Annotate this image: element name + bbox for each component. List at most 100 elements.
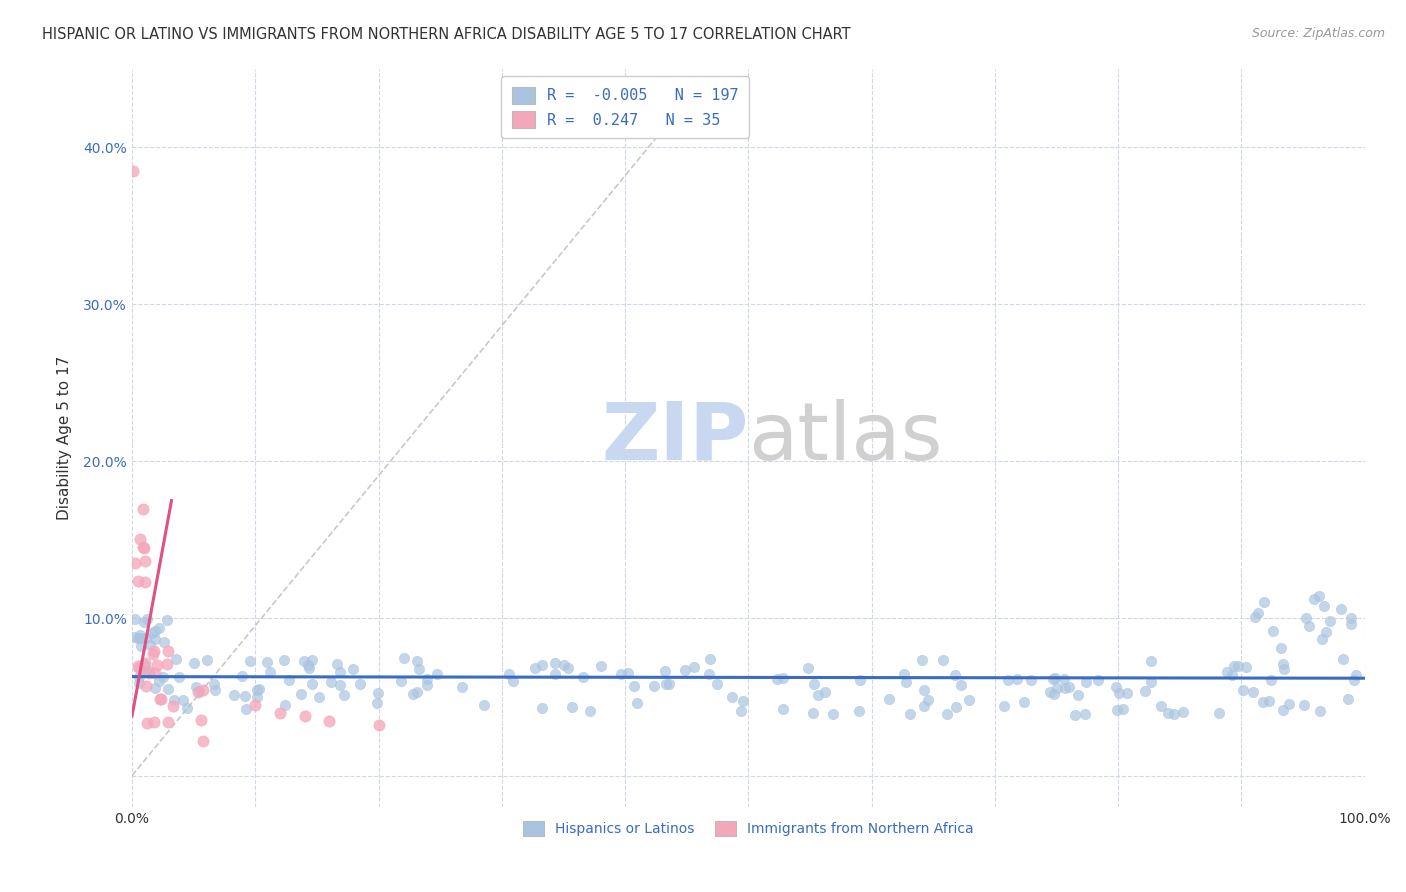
Point [143,644,166,658]
Point [898,706,921,721]
Point [1308,589,1330,603]
Point [143,681,166,696]
Point [187,684,209,698]
Point [132,540,155,554]
Point [136,715,159,730]
Point [796,661,818,675]
Point [1223,659,1246,673]
Point [138,664,160,678]
Point [1057,681,1080,695]
Point [134,554,156,568]
Point [153,634,176,648]
Point [165,652,187,666]
Point [235,702,257,716]
Point [128,661,150,675]
Point [1337,691,1360,706]
Point [1019,673,1042,687]
Point [134,541,156,556]
Point [297,658,319,673]
Point [543,656,565,670]
Point [1139,654,1161,668]
Point [997,673,1019,687]
Point [143,632,166,646]
Point [730,704,752,718]
Point [127,631,149,645]
Point [124,612,146,626]
Point [877,692,900,706]
Point [801,706,824,720]
Point [195,653,218,667]
Point [932,653,955,667]
Point [333,689,356,703]
Point [1310,632,1333,646]
Point [246,682,269,697]
Point [146,657,169,672]
Point [389,674,412,689]
Point [367,718,389,732]
Point [156,613,179,627]
Point [135,631,157,645]
Point [408,662,430,676]
Point [1331,652,1354,666]
Point [523,661,546,675]
Point [277,673,299,687]
Point [1260,673,1282,687]
Point [1133,683,1156,698]
Point [1309,704,1331,718]
Point [1330,602,1353,616]
Point [141,626,163,640]
Point [191,682,214,697]
Point [1014,694,1036,708]
Point [298,661,321,675]
Point [406,654,429,668]
Point [616,666,638,681]
Point [1163,707,1185,722]
Point [269,706,291,720]
Point [1272,703,1295,717]
Point [1157,706,1180,721]
Point [129,532,152,546]
Point [1171,705,1194,719]
Text: atlas: atlas [748,399,943,477]
Text: ZIP: ZIP [602,399,748,477]
Point [893,666,915,681]
Point [246,690,269,704]
Point [138,638,160,652]
Point [156,657,179,671]
Point [849,673,872,687]
Point [610,667,633,681]
Point [319,675,342,690]
Point [655,677,678,691]
Point [349,677,371,691]
Point [1063,708,1085,723]
Point [803,676,825,690]
Point [1216,665,1239,679]
Point [172,692,194,706]
Point [1232,682,1254,697]
Point [912,683,935,698]
Point [626,697,648,711]
Point [163,693,186,707]
Point [1043,687,1066,701]
Point [247,682,270,697]
Point [1315,625,1337,640]
Point [402,687,425,701]
Point [128,628,150,642]
Point [1272,662,1295,676]
Point [699,667,721,681]
Legend: Hispanics or Latinos, Immigrants from Northern Africa: Hispanics or Latinos, Immigrants from No… [515,813,981,845]
Point [135,612,157,626]
Point [766,672,789,686]
Point [530,700,553,714]
Point [502,673,524,688]
Point [134,574,156,589]
Point [152,669,174,683]
Point [1054,681,1077,696]
Point [145,666,167,681]
Point [1067,688,1090,702]
Point [1244,609,1267,624]
Point [128,669,150,683]
Point [148,621,170,635]
Point [1208,706,1230,721]
Point [943,668,966,682]
